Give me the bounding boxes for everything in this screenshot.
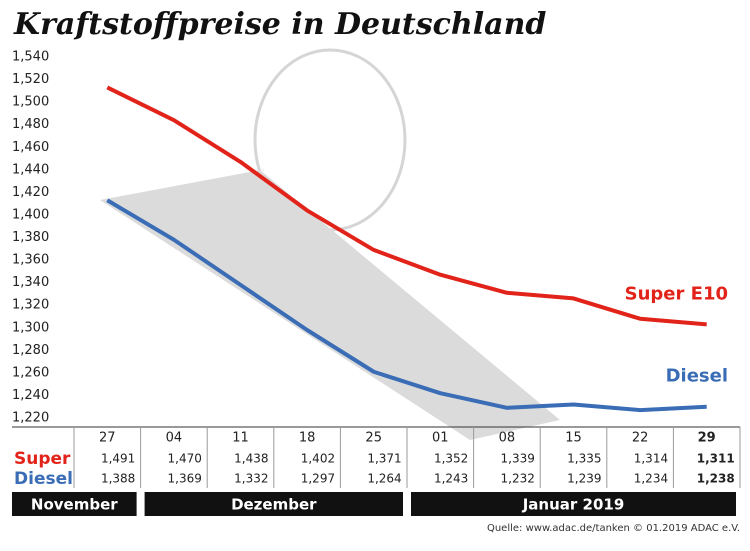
table-cell: 1,438: [234, 452, 268, 466]
table-cell: 1,264: [367, 472, 401, 486]
series-line: [106, 85, 707, 327]
x-tick-label: 18: [299, 431, 316, 446]
y-tick-label: 1,480: [12, 117, 49, 132]
table-cell: 1,402: [301, 452, 335, 466]
table-cell: 1,352: [434, 452, 468, 466]
table-cell: 1,239: [567, 472, 601, 486]
x-tick-label: 11: [232, 431, 249, 446]
y-tick-label: 1,300: [12, 320, 49, 335]
y-tick-label: 1,540: [12, 50, 49, 65]
month-bar: [12, 492, 137, 516]
y-tick-label: 1,380: [12, 230, 49, 245]
series-line: [106, 198, 707, 413]
y-tick-label: 1,280: [12, 343, 49, 358]
y-tick-label: 1,340: [12, 275, 49, 290]
x-tick-label: 27: [99, 431, 116, 446]
x-tick-label: 15: [565, 431, 582, 446]
month-label: Januar 2019: [522, 496, 625, 514]
table-cell: 1,243: [434, 472, 468, 486]
x-tick-label: 08: [499, 431, 516, 446]
table-cell: 1,297: [301, 472, 335, 486]
month-label: November: [31, 496, 118, 514]
table-cell: 1,314: [634, 452, 668, 466]
series-label: Diesel: [666, 366, 728, 387]
row-label: Diesel: [14, 469, 73, 489]
series-label: Super E10: [625, 283, 728, 304]
month-bar: [144, 492, 403, 516]
chart-title: Kraftstoffpreise in Deutschland: [13, 7, 546, 42]
table-cell: 1,369: [168, 472, 202, 486]
table-cell: 1,470: [168, 452, 202, 466]
table-cell: 1,388: [101, 472, 135, 486]
y-tick-label: 1,320: [12, 298, 49, 313]
y-tick-label: 1,400: [12, 207, 49, 222]
table-cell: 1,232: [501, 472, 535, 486]
month-bar: [411, 492, 736, 516]
table-cell: 1,238: [697, 472, 735, 486]
y-tick-label: 1,460: [12, 140, 49, 155]
y-tick-label: 1,360: [12, 253, 49, 268]
table-cell: 1,335: [567, 452, 601, 466]
x-tick-label: 22: [632, 431, 649, 446]
table-cell: 1,311: [697, 452, 735, 466]
x-tick-label: 25: [365, 431, 382, 446]
y-tick-label: 1,520: [12, 72, 49, 87]
x-tick-label: 29: [698, 431, 716, 446]
x-tick-label: 01: [432, 431, 449, 446]
y-tick-label: 1,240: [12, 388, 49, 403]
y-tick-label: 1,420: [12, 185, 49, 200]
row-label: Super: [14, 449, 71, 469]
table-cell: 1,491: [101, 452, 135, 466]
table-cell: 1,371: [367, 452, 401, 466]
table-cell: 1,339: [501, 452, 535, 466]
table-cell: 1,332: [234, 472, 268, 486]
month-label: Dezember: [231, 496, 317, 514]
table-cell: 1,234: [634, 472, 668, 486]
source: Quelle: www.adac.de/tanken © 01.2019 ADA…: [487, 523, 740, 534]
y-tick-label: 1,440: [12, 162, 49, 177]
y-tick-label: 1,500: [12, 95, 49, 110]
x-tick-label: 04: [166, 431, 183, 446]
y-tick-label: 1,220: [12, 411, 49, 426]
y-tick-label: 1,260: [12, 365, 49, 380]
background-illustration: [100, 48, 560, 440]
